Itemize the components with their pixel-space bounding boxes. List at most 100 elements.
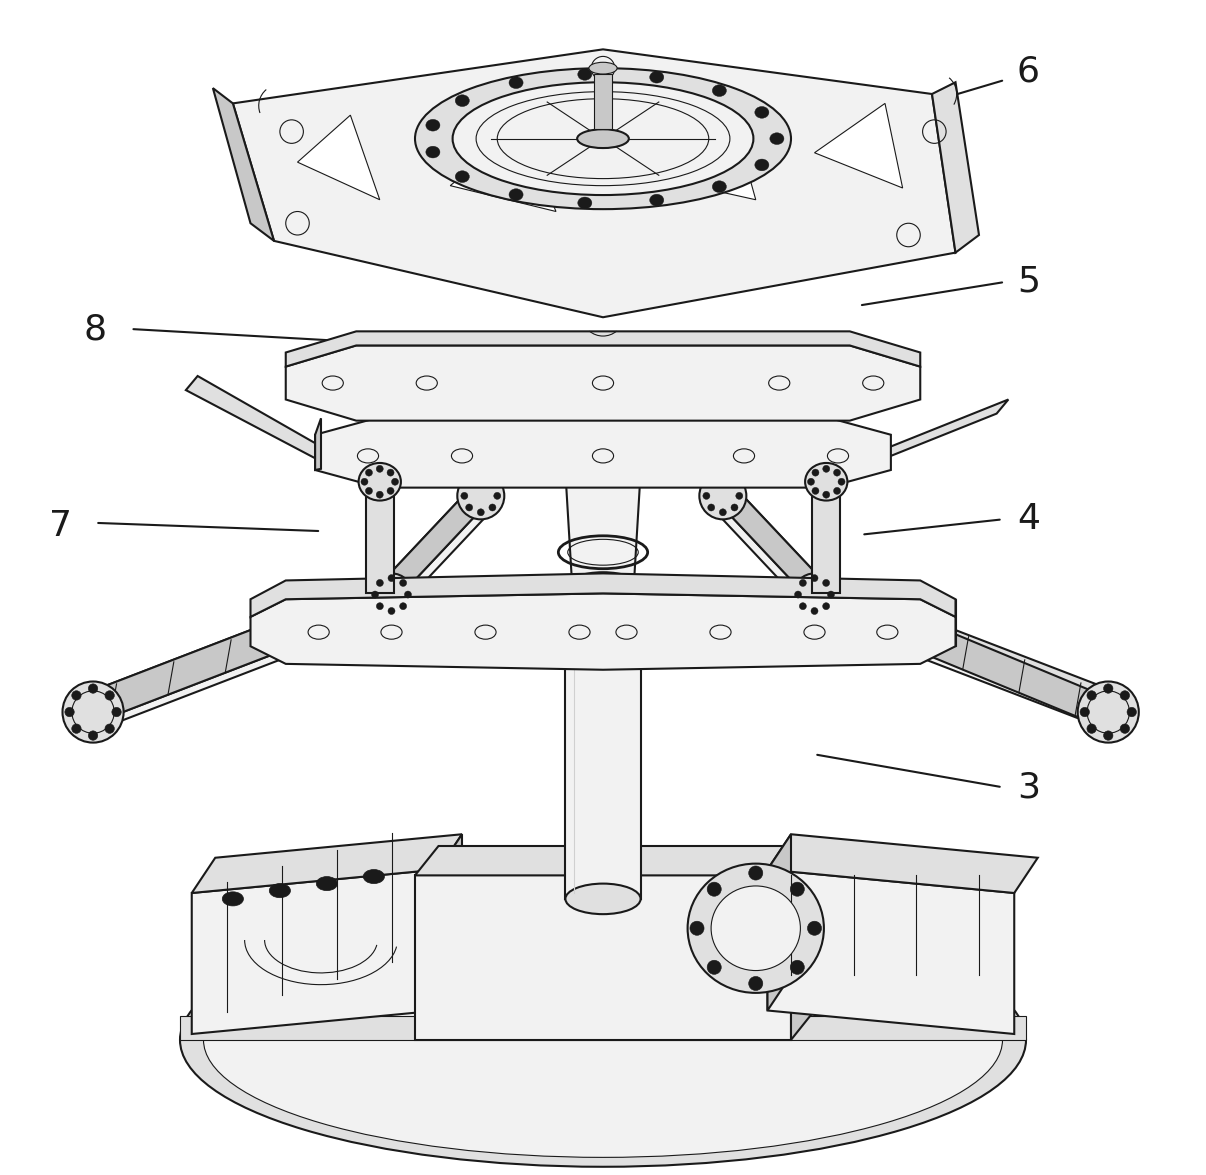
Polygon shape: [820, 578, 1120, 734]
Ellipse shape: [478, 476, 485, 483]
Ellipse shape: [800, 603, 807, 610]
Ellipse shape: [731, 504, 738, 511]
Polygon shape: [386, 511, 486, 617]
Polygon shape: [726, 478, 820, 611]
Ellipse shape: [105, 724, 115, 733]
Polygon shape: [186, 376, 321, 458]
Ellipse shape: [790, 960, 804, 974]
Ellipse shape: [719, 509, 726, 516]
Ellipse shape: [838, 478, 845, 485]
Ellipse shape: [376, 491, 384, 498]
Ellipse shape: [719, 476, 726, 483]
Ellipse shape: [358, 463, 400, 501]
Polygon shape: [233, 49, 955, 317]
Ellipse shape: [455, 170, 469, 182]
Ellipse shape: [703, 492, 710, 499]
Polygon shape: [315, 417, 891, 488]
Ellipse shape: [399, 579, 406, 586]
Ellipse shape: [1087, 691, 1096, 700]
Ellipse shape: [399, 603, 406, 610]
Polygon shape: [885, 400, 1008, 458]
Ellipse shape: [578, 197, 592, 209]
Ellipse shape: [404, 591, 411, 598]
Ellipse shape: [388, 607, 396, 615]
Ellipse shape: [1087, 724, 1096, 733]
Polygon shape: [593, 74, 613, 129]
Polygon shape: [286, 345, 920, 421]
Polygon shape: [791, 846, 814, 1040]
Ellipse shape: [731, 481, 738, 488]
Ellipse shape: [316, 877, 338, 891]
Ellipse shape: [509, 189, 523, 201]
Ellipse shape: [806, 463, 848, 501]
Text: 6: 6: [1017, 55, 1040, 88]
Polygon shape: [192, 834, 462, 893]
Ellipse shape: [827, 591, 835, 598]
Polygon shape: [450, 127, 556, 212]
Ellipse shape: [387, 469, 394, 476]
Ellipse shape: [1128, 707, 1136, 717]
Ellipse shape: [488, 481, 496, 488]
Ellipse shape: [810, 607, 818, 615]
Ellipse shape: [509, 76, 523, 88]
Ellipse shape: [790, 882, 804, 897]
Polygon shape: [251, 593, 955, 670]
Text: 4: 4: [1017, 503, 1040, 536]
Ellipse shape: [578, 68, 592, 80]
Ellipse shape: [708, 481, 715, 488]
Ellipse shape: [1103, 684, 1113, 693]
Polygon shape: [812, 488, 841, 593]
Ellipse shape: [466, 481, 473, 488]
Polygon shape: [251, 573, 955, 617]
Polygon shape: [720, 478, 820, 584]
Ellipse shape: [376, 603, 384, 610]
Ellipse shape: [376, 465, 384, 472]
Ellipse shape: [749, 866, 763, 880]
Text: 5: 5: [1017, 266, 1040, 298]
Polygon shape: [814, 578, 1126, 703]
Ellipse shape: [112, 707, 122, 717]
Ellipse shape: [713, 85, 726, 96]
Ellipse shape: [755, 107, 769, 119]
Ellipse shape: [461, 492, 468, 499]
Ellipse shape: [687, 864, 824, 993]
Text: 7: 7: [48, 510, 71, 543]
Ellipse shape: [370, 573, 412, 616]
Polygon shape: [386, 478, 480, 611]
Ellipse shape: [361, 478, 368, 485]
Polygon shape: [650, 115, 756, 200]
Text: 3: 3: [1017, 771, 1040, 804]
Ellipse shape: [88, 731, 98, 740]
Polygon shape: [720, 511, 820, 617]
Ellipse shape: [713, 181, 726, 193]
Ellipse shape: [63, 682, 123, 743]
Polygon shape: [767, 834, 791, 1010]
Ellipse shape: [387, 488, 394, 495]
Polygon shape: [415, 846, 814, 875]
Ellipse shape: [1120, 691, 1130, 700]
Ellipse shape: [388, 575, 396, 582]
Polygon shape: [439, 834, 462, 1010]
Ellipse shape: [712, 886, 801, 971]
Ellipse shape: [800, 579, 807, 586]
Ellipse shape: [204, 922, 1002, 1157]
Ellipse shape: [1081, 707, 1089, 717]
Polygon shape: [180, 1016, 1026, 1040]
Ellipse shape: [105, 691, 115, 700]
Polygon shape: [192, 870, 439, 1034]
Ellipse shape: [650, 72, 663, 83]
Ellipse shape: [493, 492, 500, 499]
Ellipse shape: [371, 591, 379, 598]
Polygon shape: [213, 88, 274, 241]
Ellipse shape: [794, 573, 836, 616]
Polygon shape: [365, 488, 394, 593]
Polygon shape: [814, 103, 902, 188]
Ellipse shape: [749, 976, 763, 991]
Ellipse shape: [365, 469, 373, 476]
Ellipse shape: [573, 421, 633, 477]
Ellipse shape: [376, 579, 384, 586]
Ellipse shape: [455, 95, 469, 107]
Polygon shape: [932, 82, 979, 253]
Ellipse shape: [426, 120, 440, 132]
Ellipse shape: [392, 478, 398, 485]
